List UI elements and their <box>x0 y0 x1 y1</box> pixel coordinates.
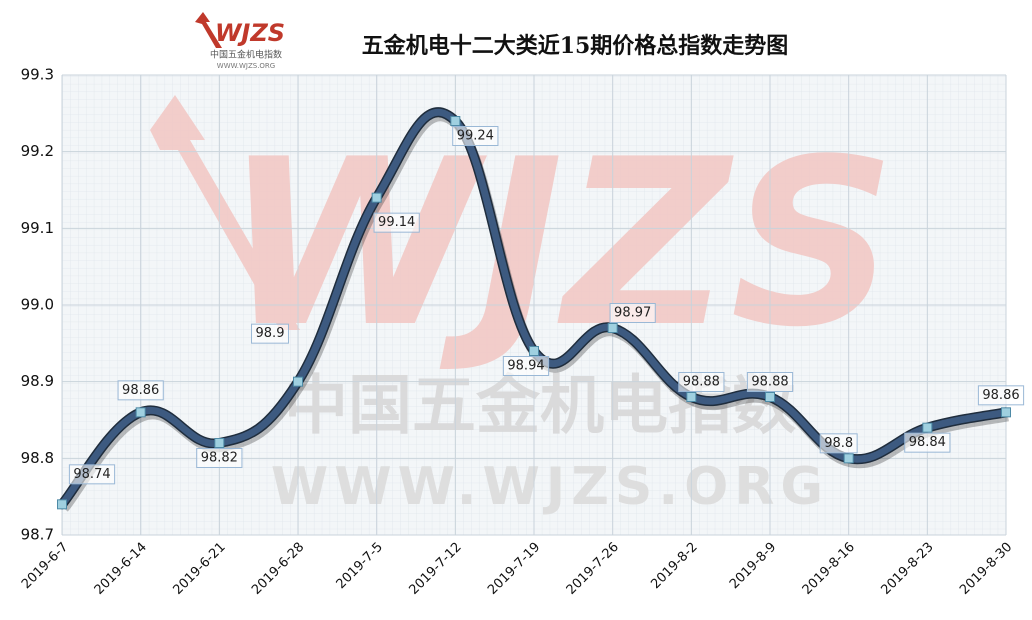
marker <box>1001 407 1011 418</box>
data-label-box <box>678 372 725 392</box>
watermark-site: WWW.WJZS.ORG <box>271 457 829 517</box>
data-label-text: 98.86 <box>982 388 1019 403</box>
x-tick-label: 2019-6-14 <box>92 540 150 598</box>
y-tick-label: 98.9 <box>21 372 54 390</box>
data-label: 98.8 <box>819 433 858 454</box>
chart-title: 五金机电十二大类近15期价格总指数走势图 <box>362 33 789 59</box>
data-label-text: 98.94 <box>507 359 544 374</box>
data-label-text: 98.88 <box>683 375 720 390</box>
marker <box>922 422 933 433</box>
data-label-box <box>117 380 164 401</box>
data-label-text: 98.84 <box>909 435 946 450</box>
marker <box>843 453 854 464</box>
data-label: 99.14 <box>373 212 420 233</box>
data-label-box <box>904 432 951 453</box>
logo-site: WWW.WJZS.ORG <box>217 62 275 70</box>
data-label-box <box>609 303 656 323</box>
x-tick-label: 2019-8-16 <box>800 540 858 598</box>
data-label: 98.88 <box>678 372 725 392</box>
watermark-mark: WJZS <box>224 111 896 378</box>
logo-arrow <box>195 12 222 48</box>
data-label: 98.88 <box>746 372 794 392</box>
data-label-text: 99.24 <box>457 129 494 144</box>
x-tick-label: 2019-6-28 <box>249 540 307 598</box>
data-label-text: 99.14 <box>378 215 415 230</box>
marker <box>214 438 225 448</box>
data-label: 98.94 <box>502 356 550 376</box>
logo: WJZS 中国五金机电指数 WWW.WJZS.ORG <box>195 12 285 70</box>
data-label-text: 98.97 <box>614 306 651 321</box>
y-tick-label: 99.1 <box>21 219 54 237</box>
x-tick-label: 2019-7-26 <box>564 540 622 598</box>
data-label: 98.9 <box>251 323 289 344</box>
marker <box>686 392 697 402</box>
x-tick-label: 2019-7-19 <box>485 540 543 598</box>
data-label-box <box>196 448 243 468</box>
data-label-text: 98.74 <box>73 467 110 482</box>
data-label: 98.74 <box>68 464 116 485</box>
marker <box>135 407 146 418</box>
y-tick-label: 99.3 <box>21 66 54 84</box>
data-label-box <box>819 433 858 454</box>
x-tick-label: 2019-8-2 <box>648 540 700 592</box>
x-tick-label: 2019-7-5 <box>334 540 386 592</box>
x-tick-label: 2019-7-12 <box>406 540 464 598</box>
data-label-box <box>452 126 499 146</box>
x-tick-label: 2019-8-9 <box>727 540 779 592</box>
marker <box>371 192 382 203</box>
marker <box>293 376 303 387</box>
data-label: 99.24 <box>452 126 499 146</box>
marker <box>607 323 618 333</box>
data-label: 98.86 <box>977 385 1025 406</box>
y-tick-label: 98.8 <box>21 449 54 467</box>
data-label: 98.84 <box>904 432 951 453</box>
data-label-text: 98.88 <box>751 375 788 390</box>
x-tick-label: 2019-6-21 <box>170 540 228 598</box>
watermark-arrow <box>150 95 300 330</box>
data-label-box <box>977 385 1025 406</box>
logo-mark: WJZS <box>215 19 285 47</box>
marker <box>57 499 67 510</box>
y-tick-label: 98.7 <box>21 526 54 544</box>
x-tick-label: 2019-6-7 <box>19 540 71 592</box>
marker <box>450 116 461 126</box>
data-label-box <box>746 372 794 392</box>
x-tick-label: 2019-8-30 <box>957 540 1015 598</box>
data-label-box <box>502 356 550 376</box>
x-tick-label: 2019-8-23 <box>878 540 936 598</box>
marker <box>765 392 775 402</box>
data-label-text: 98.86 <box>122 383 159 398</box>
data-label-box <box>251 323 289 344</box>
data-label: 98.97 <box>609 303 656 323</box>
data-label-text: 98.9 <box>256 326 285 341</box>
marker <box>529 346 539 356</box>
data-label-box <box>68 464 116 485</box>
data-label: 98.86 <box>117 380 164 401</box>
y-tick-label: 99.2 <box>21 142 54 160</box>
data-label: 98.82 <box>196 448 243 468</box>
data-label-box <box>373 212 420 233</box>
data-label-text: 98.8 <box>824 436 853 451</box>
logo-name: 中国五金机电指数 <box>210 49 282 61</box>
y-tick-label: 99.0 <box>21 296 54 314</box>
data-label-text: 98.82 <box>201 451 238 466</box>
